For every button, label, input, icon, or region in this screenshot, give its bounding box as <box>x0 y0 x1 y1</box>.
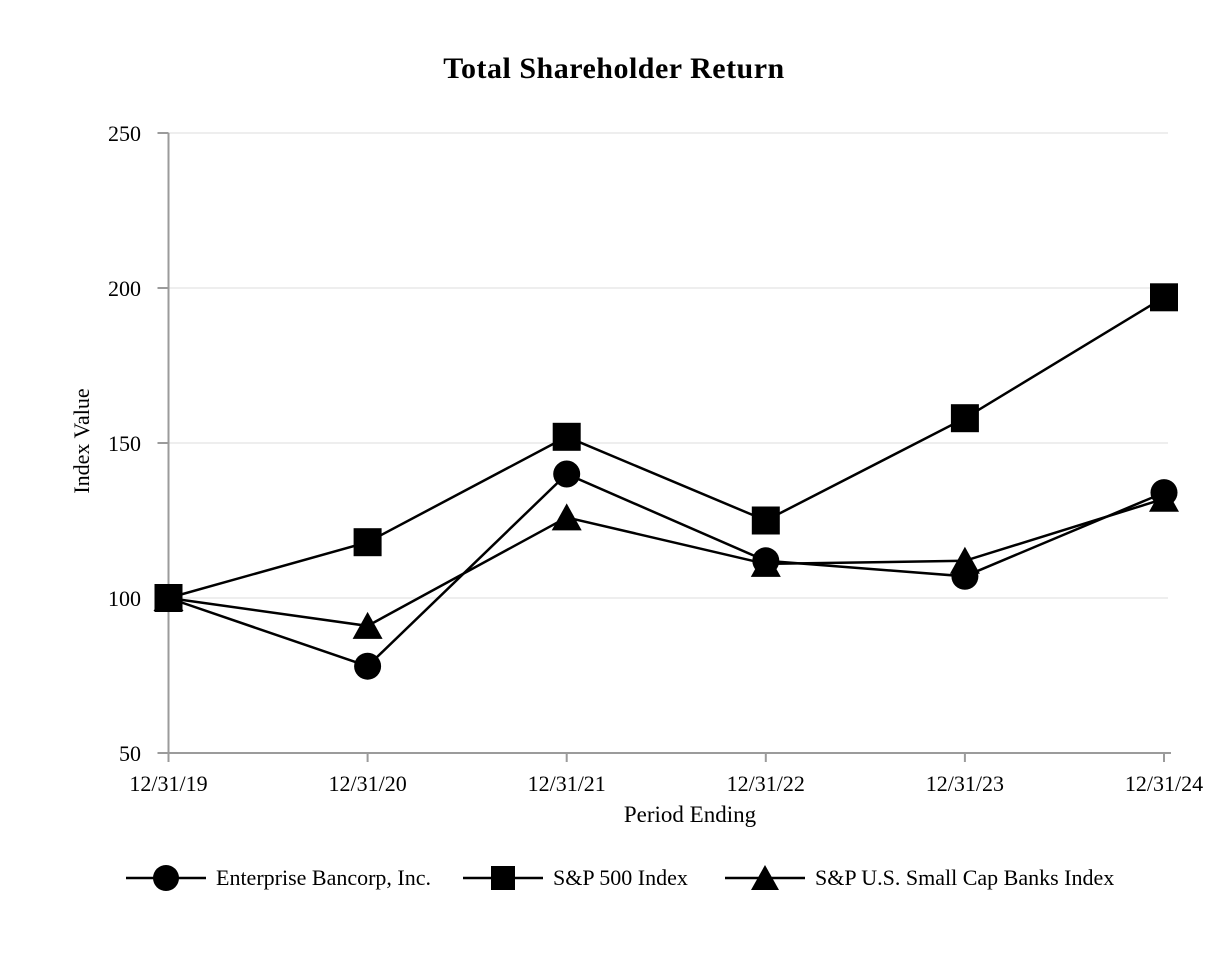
y-axis <box>157 132 170 761</box>
y-tick-label: 250 <box>108 121 141 146</box>
square-marker <box>950 404 979 433</box>
y-tick-label: 150 <box>108 431 141 456</box>
circle-marker <box>752 547 780 575</box>
circle-marker <box>1150 479 1178 507</box>
y-tick-label: 50 <box>119 741 141 766</box>
legend-item-small-cap-banks: S&P U.S. Small Cap Banks Index <box>725 860 1114 896</box>
x-tick-labels: 12/31/19 12/31/20 12/31/21 12/31/22 12/31/23… <box>129 771 1203 796</box>
circle-marker <box>951 562 979 590</box>
triangle-marker <box>551 503 582 531</box>
x-tick-label: 12/31/24 <box>1125 771 1203 796</box>
series-markers-2 <box>153 484 1179 639</box>
legend-item-sp500: S&P 500 Index <box>463 860 688 896</box>
legend-label-enterprise-bancorp: Enterprise Bancorp, Inc. <box>216 865 432 890</box>
legend-label-sp500: S&P 500 Index <box>553 865 688 890</box>
series-line-2 <box>168 497 1165 628</box>
x-tick-label: 12/31/23 <box>926 771 1004 796</box>
y-tick-labels: 50 100 150 200 250 <box>108 121 141 766</box>
x-tick-label: 12/31/21 <box>528 771 606 796</box>
triangle-marker <box>352 611 383 639</box>
circle-marker-icon <box>126 865 206 891</box>
x-axis <box>167 752 1171 762</box>
x-tick-label: 12/31/20 <box>328 771 406 796</box>
circle-marker <box>553 460 581 488</box>
square-marker <box>154 584 183 612</box>
y-tick-label: 200 <box>108 276 141 301</box>
circle-marker <box>354 652 382 680</box>
series-line-0 <box>168 472 1165 668</box>
gridlines <box>168 132 1168 599</box>
square-marker <box>751 506 780 535</box>
x-tick-label: 12/31/19 <box>129 771 207 796</box>
square-marker-icon <box>463 866 543 890</box>
series-markers-1 <box>154 283 1178 612</box>
x-tick-label: 12/31/22 <box>727 771 805 796</box>
chart-title: Total Shareholder Return <box>443 52 785 85</box>
square-marker <box>353 528 382 557</box>
square-marker <box>552 422 581 451</box>
series-line-1 <box>168 296 1165 600</box>
legend-item-enterprise-bancorp: Enterprise Bancorp, Inc. <box>126 860 431 896</box>
legend-label-small-cap-banks: S&P U.S. Small Cap Banks Index <box>815 865 1115 890</box>
y-tick-label: 100 <box>108 586 141 611</box>
x-axis-title: Period Ending <box>623 802 757 827</box>
square-marker <box>1150 283 1178 312</box>
triangle-marker-icon <box>725 865 805 890</box>
